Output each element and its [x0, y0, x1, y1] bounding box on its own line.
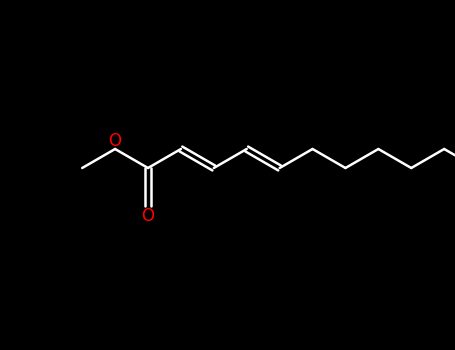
Text: O: O [109, 132, 121, 150]
Text: O: O [142, 207, 155, 225]
